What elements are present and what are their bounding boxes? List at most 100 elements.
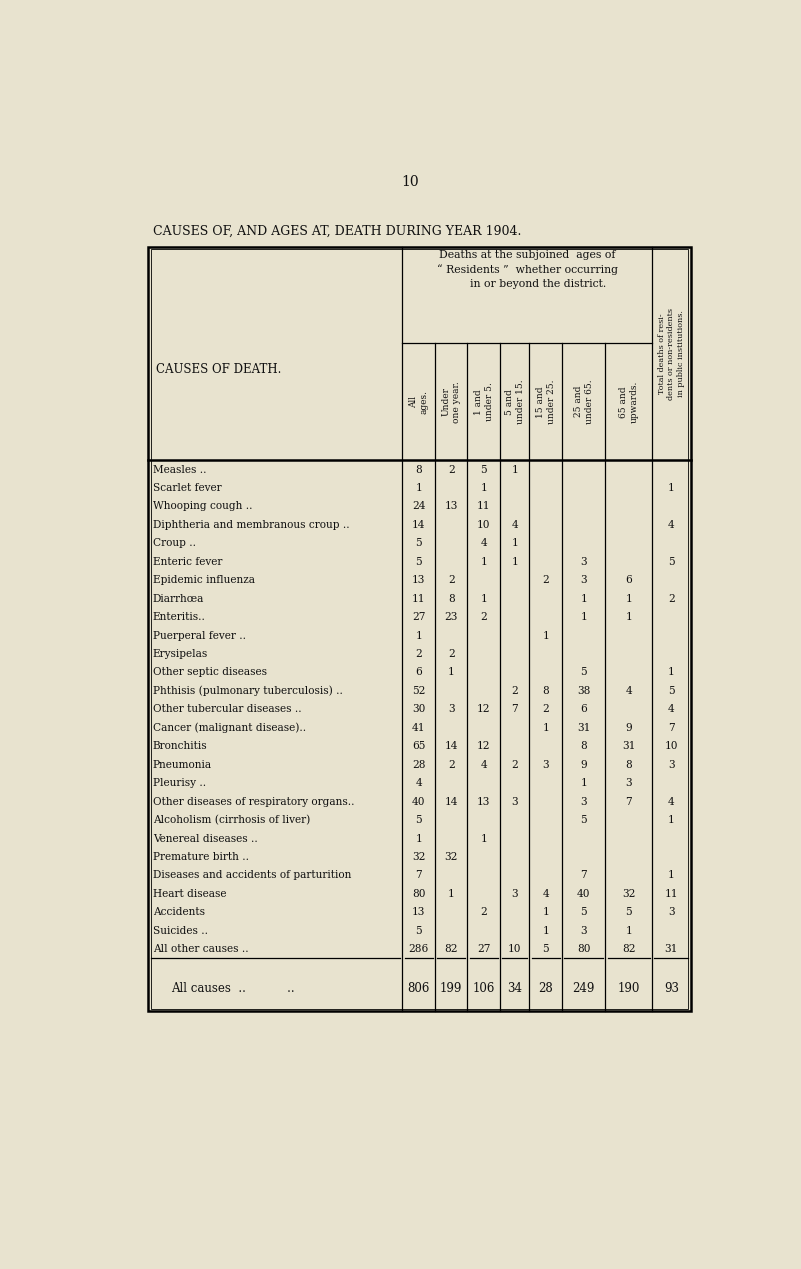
- Text: 11: 11: [477, 501, 490, 511]
- Text: Bronchitis: Bronchitis: [153, 741, 207, 751]
- Text: 93: 93: [664, 982, 678, 995]
- Text: 5: 5: [542, 944, 549, 954]
- Text: 14: 14: [445, 797, 458, 807]
- Text: 8: 8: [415, 464, 422, 475]
- Text: 806: 806: [408, 982, 430, 995]
- Text: 28: 28: [538, 982, 553, 995]
- Text: 30: 30: [412, 704, 425, 714]
- Text: 4: 4: [668, 520, 674, 530]
- Text: 3: 3: [542, 760, 549, 770]
- Text: 32: 32: [412, 851, 425, 862]
- Text: 2: 2: [668, 594, 674, 604]
- Text: 5: 5: [416, 538, 422, 548]
- Text: 80: 80: [412, 888, 425, 898]
- Text: 10: 10: [665, 741, 678, 751]
- Text: 4: 4: [626, 687, 632, 695]
- Text: 2: 2: [542, 575, 549, 585]
- Text: 1: 1: [668, 667, 674, 678]
- Text: 9: 9: [581, 760, 587, 770]
- Text: Cancer (malignant disease)..: Cancer (malignant disease)..: [153, 722, 306, 733]
- Text: 32: 32: [622, 888, 635, 898]
- Text: 1: 1: [542, 723, 549, 732]
- Text: Enteric fever: Enteric fever: [153, 557, 222, 567]
- Text: 25 and
under 65.: 25 and under 65.: [574, 379, 594, 424]
- Text: Venereal diseases ..: Venereal diseases ..: [153, 834, 258, 844]
- Text: 5: 5: [668, 687, 674, 695]
- Text: 1: 1: [542, 907, 549, 917]
- Text: 2: 2: [511, 760, 518, 770]
- Text: 3: 3: [448, 704, 454, 714]
- Text: 1: 1: [415, 631, 422, 641]
- Text: Other septic diseases: Other septic diseases: [153, 667, 267, 678]
- Text: 1: 1: [668, 815, 674, 825]
- Text: 82: 82: [622, 944, 635, 954]
- Text: 3: 3: [581, 797, 587, 807]
- Bar: [151, 249, 688, 1009]
- Text: Croup ..: Croup ..: [153, 538, 195, 548]
- Text: 32: 32: [445, 851, 458, 862]
- Text: CAUSES OF DEATH.: CAUSES OF DEATH.: [156, 363, 281, 376]
- Text: Under
one year.: Under one year.: [441, 381, 461, 423]
- Text: CAUSES OF, AND AGES AT, DEATH DURING YEAR 1904.: CAUSES OF, AND AGES AT, DEATH DURING YEA…: [153, 225, 521, 239]
- Text: 14: 14: [445, 741, 458, 751]
- Text: Pleurisy ..: Pleurisy ..: [153, 778, 206, 788]
- Text: 15 and
under 25.: 15 and under 25.: [536, 379, 556, 424]
- Text: 2: 2: [481, 612, 487, 622]
- Text: Erysipelas: Erysipelas: [153, 648, 208, 659]
- Text: 5: 5: [581, 667, 587, 678]
- Text: Phthisis (pulmonary tuberculosis) ..: Phthisis (pulmonary tuberculosis) ..: [153, 685, 343, 697]
- Text: 40: 40: [577, 888, 590, 898]
- Text: 10: 10: [477, 520, 490, 530]
- Text: 2: 2: [448, 575, 455, 585]
- Text: 31: 31: [577, 723, 590, 732]
- Text: 1: 1: [668, 871, 674, 881]
- Text: 1: 1: [415, 483, 422, 492]
- Text: 80: 80: [577, 944, 590, 954]
- Text: 199: 199: [440, 982, 462, 995]
- Text: 1: 1: [511, 557, 518, 567]
- Text: 8: 8: [581, 741, 587, 751]
- Text: 4: 4: [542, 888, 549, 898]
- Text: 1: 1: [668, 483, 674, 492]
- Text: 1: 1: [448, 888, 455, 898]
- Text: 5: 5: [668, 557, 674, 567]
- Text: 12: 12: [477, 704, 490, 714]
- Text: 1: 1: [626, 612, 632, 622]
- Text: 2: 2: [481, 907, 487, 917]
- Text: Heart disease: Heart disease: [153, 888, 227, 898]
- Text: 8: 8: [448, 594, 455, 604]
- Text: 1: 1: [581, 594, 587, 604]
- Text: 14: 14: [412, 520, 425, 530]
- Text: 8: 8: [542, 687, 549, 695]
- Text: 10: 10: [508, 944, 521, 954]
- Text: 2: 2: [448, 464, 455, 475]
- Text: 1: 1: [481, 594, 487, 604]
- Text: 1: 1: [626, 594, 632, 604]
- Text: 9: 9: [626, 723, 632, 732]
- Text: 31: 31: [622, 741, 635, 751]
- Text: Other tubercular diseases ..: Other tubercular diseases ..: [153, 704, 301, 714]
- Text: 1: 1: [448, 667, 455, 678]
- Text: 7: 7: [511, 704, 518, 714]
- Text: 34: 34: [507, 982, 522, 995]
- Text: Total deaths of resi-
dents or non-residents
in public institutions.: Total deaths of resi- dents or non-resid…: [658, 307, 685, 400]
- Text: 3: 3: [581, 926, 587, 935]
- Text: 1: 1: [511, 538, 518, 548]
- Text: 40: 40: [412, 797, 425, 807]
- Text: Suicides ..: Suicides ..: [153, 926, 207, 935]
- Text: Deaths at the subjoined  ages of
“ Residents ”  whether occurring
      in or be: Deaths at the subjoined ages of “ Reside…: [437, 250, 618, 289]
- Text: 3: 3: [668, 760, 674, 770]
- Text: Scarlet fever: Scarlet fever: [153, 483, 221, 492]
- Text: 1: 1: [481, 834, 487, 844]
- Text: 6: 6: [415, 667, 422, 678]
- Text: 3: 3: [511, 797, 518, 807]
- Text: 12: 12: [477, 741, 490, 751]
- Text: Puerperal fever ..: Puerperal fever ..: [153, 631, 246, 641]
- Text: 41: 41: [412, 723, 425, 732]
- Text: 7: 7: [668, 723, 674, 732]
- Text: 8: 8: [626, 760, 632, 770]
- Text: 13: 13: [412, 907, 425, 917]
- Text: Accidents: Accidents: [153, 907, 205, 917]
- Text: 2: 2: [511, 687, 518, 695]
- Text: 65 and
upwards.: 65 and upwards.: [618, 381, 638, 423]
